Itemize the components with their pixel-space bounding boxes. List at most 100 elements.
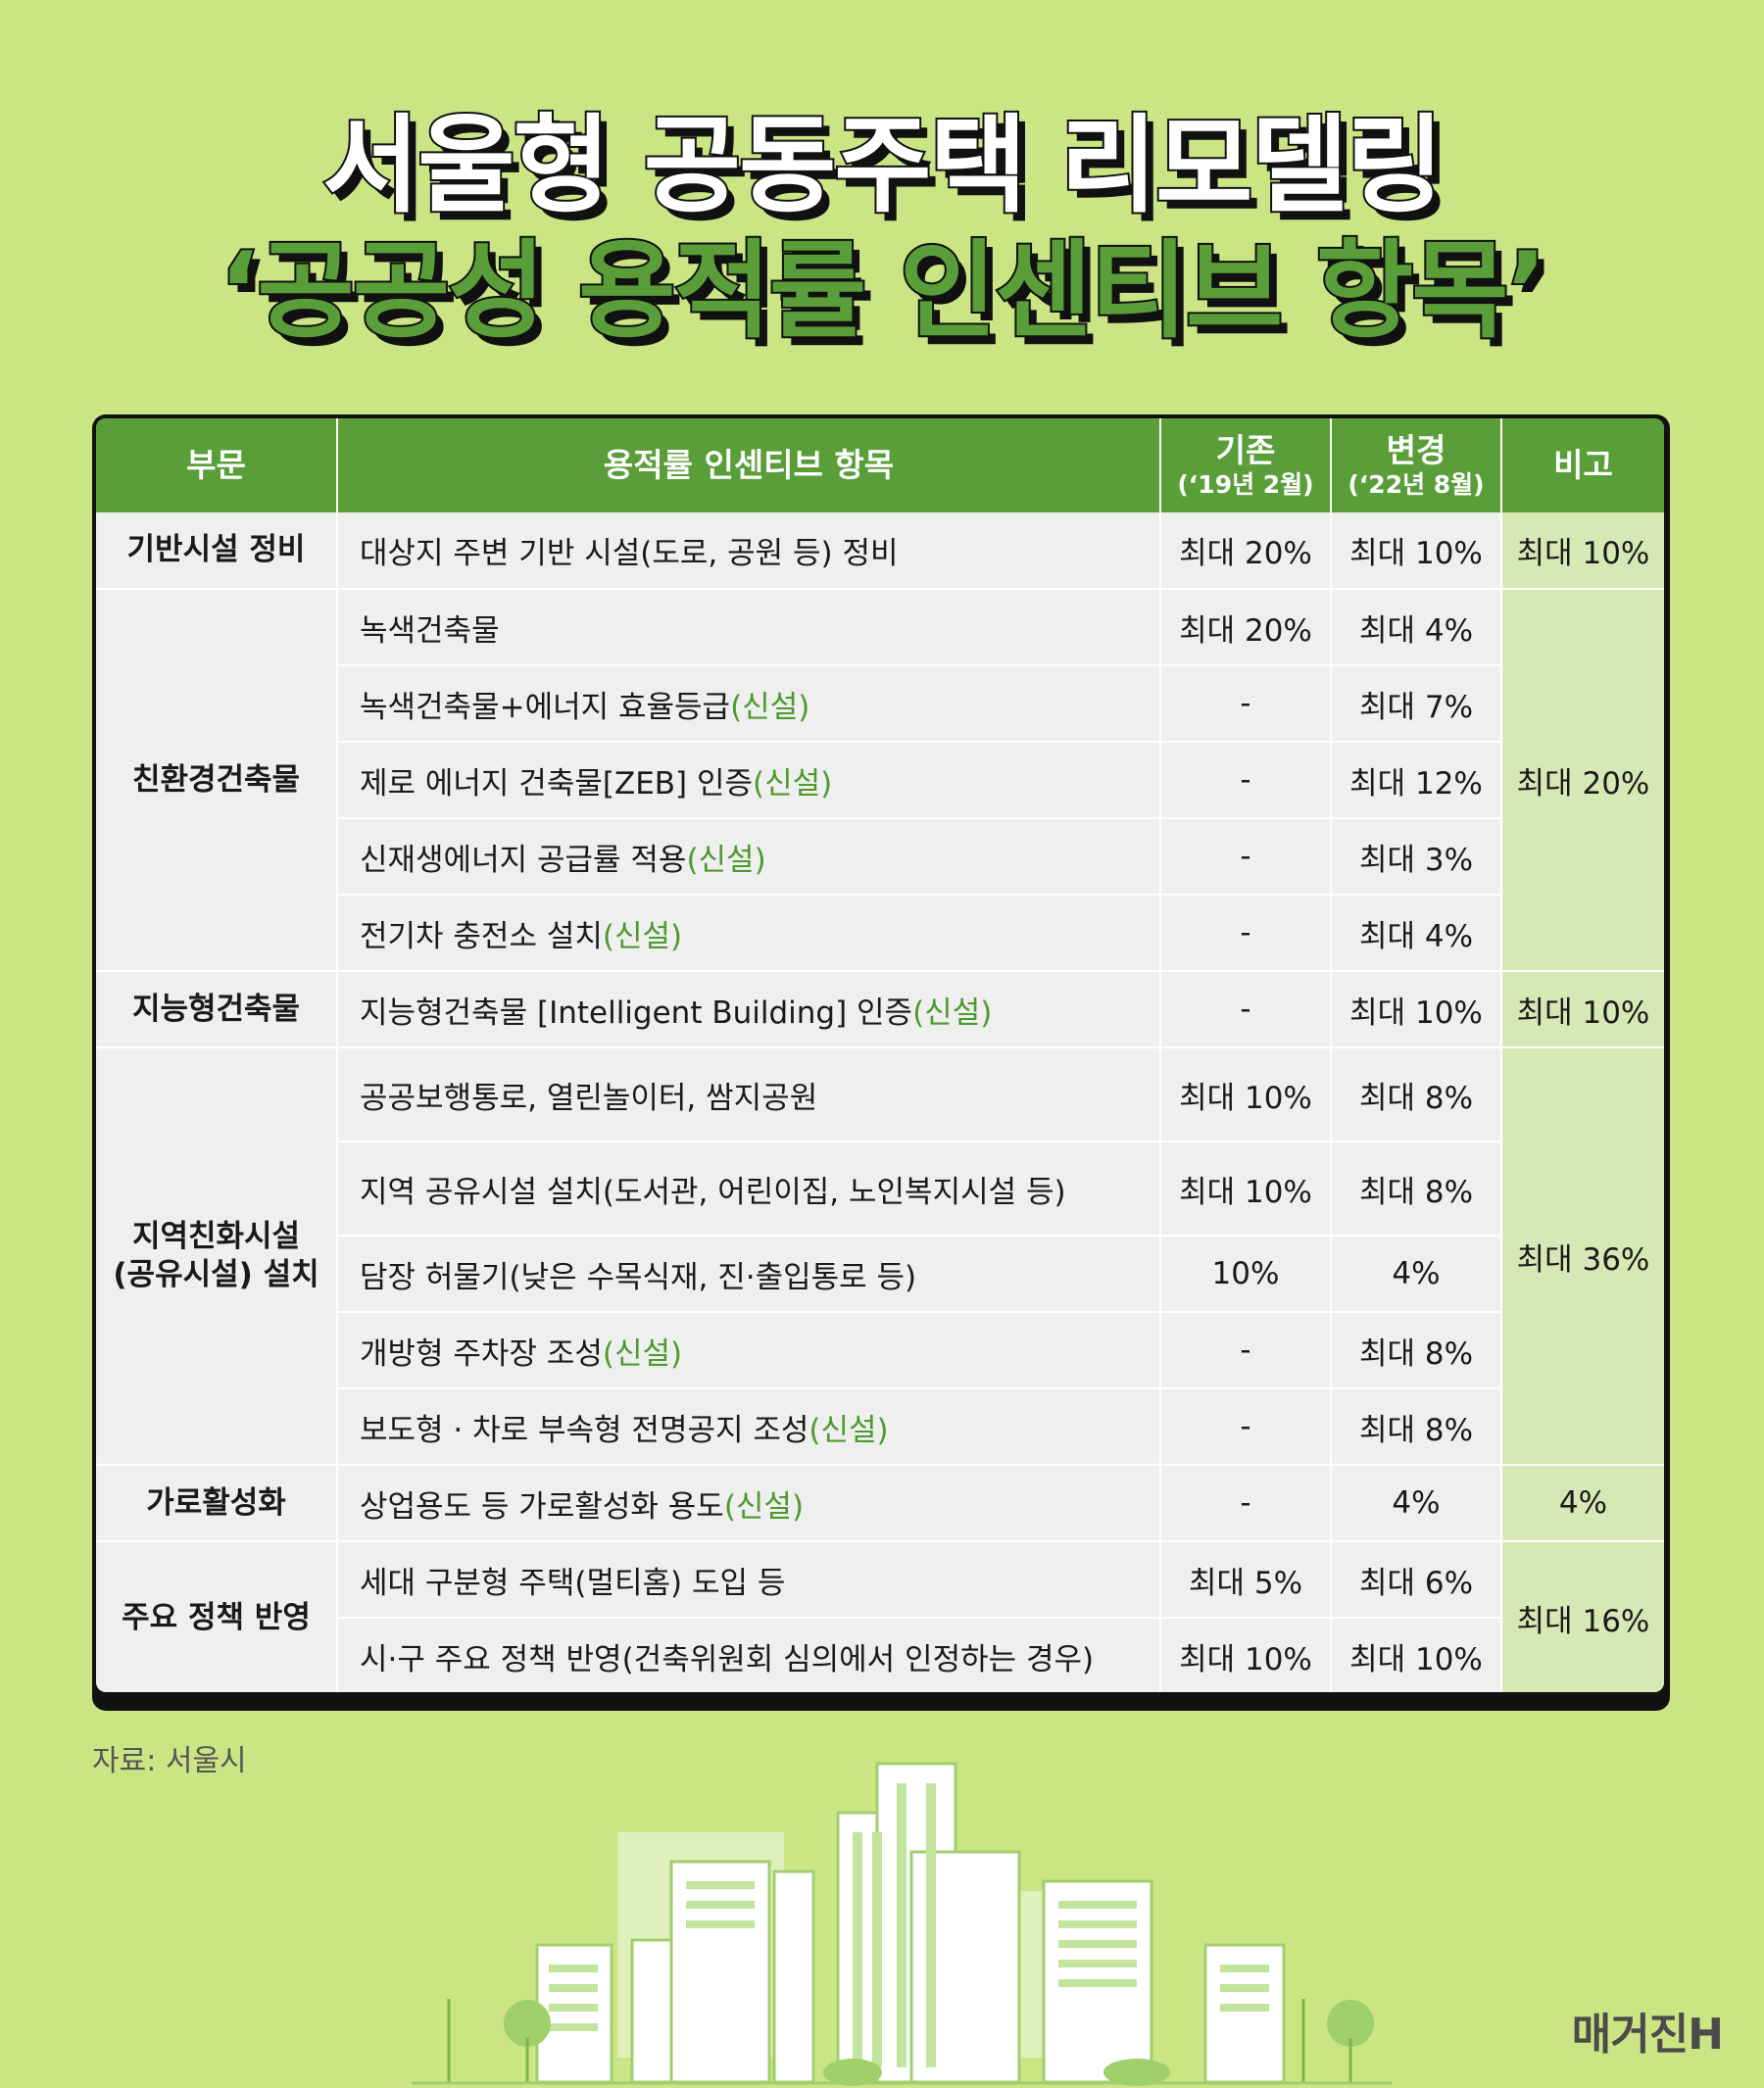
item-cell: 제로 에너지 건축물[ZEB] 인증(신설): [337, 742, 1161, 819]
after-cell: 최대 7%: [1331, 665, 1502, 743]
item-cell: 지능형건축물 [Intelligent Building] 인증(신설): [337, 971, 1161, 1048]
before-cell: 최대 20%: [1160, 512, 1332, 590]
item-text: 공공보행통로, 열린놀이터, 쌈지공원: [360, 1080, 818, 1116]
incentive-table: 부문 용적률 인센티브 항목 기존 (‘19년 2월) 변경 (‘22년 8월) 비…: [96, 418, 1664, 1692]
new-label: (신설): [730, 689, 810, 725]
item-cell: 세대 구분형 주택(멀티홈) 도입 등: [337, 1541, 1161, 1619]
after-cell: 최대 10%: [1331, 971, 1502, 1048]
after-cell: 최대 12%: [1331, 742, 1502, 819]
table-row: 보도형 · 차로 부속형 전명공지 조성(신설) - 최대 8%: [96, 1388, 1664, 1466]
item-text: 보도형 · 차로 부속형 전명공지 조성: [360, 1412, 809, 1448]
header-after: 변경 (‘22년 8월): [1331, 418, 1502, 512]
item-text: 지능형건축물 [Intelligent Building] 인증: [360, 995, 913, 1031]
header-after-label: 변경: [1386, 430, 1446, 469]
before-cell: 최대 5%: [1160, 1541, 1332, 1619]
table-row: 가로활성화 상업용도 등 가로활성화 용도(신설) - 4% 4%: [96, 1465, 1664, 1542]
table-row: 주요 정책 반영 세대 구분형 주택(멀티홈) 도입 등 최대 5% 최대 6%…: [96, 1541, 1664, 1692]
item-text: 담장 허물기(낮은 수목식재, 진·출입통로 등): [360, 1259, 917, 1295]
before-cell: 10%: [1160, 1236, 1332, 1313]
note-cell: 최대 10%: [1501, 512, 1664, 590]
after-cell: 4%: [1331, 1236, 1502, 1313]
item-text: 대상지 주변 기반 시설(도로, 공원 등) 정비: [360, 536, 899, 571]
before-cell: -: [1160, 971, 1332, 1048]
after-cell: 4%: [1331, 1465, 1502, 1542]
table-row: 친환경건축물 녹색건축물 최대 20% 최대 4% 최대 20%: [96, 589, 1664, 972]
source-credit: 자료: 서울시: [92, 1744, 247, 1778]
item-text: 녹색건축물+에너지 효율등급: [360, 689, 731, 725]
new-label: (신설): [602, 1335, 683, 1372]
before-cell: -: [1160, 818, 1332, 896]
after-cell: 최대 8%: [1331, 1312, 1502, 1389]
header-before-sub: (‘19년 2월): [1177, 469, 1314, 499]
before-cell: 최대 10%: [1160, 1618, 1332, 1692]
item-text: 세대 구분형 주택(멀티홈) 도입 등: [360, 1565, 786, 1601]
section-cell: 기반시설 정비: [96, 512, 338, 590]
item-text: 신재생에너지 공급률 적용: [360, 842, 687, 878]
after-cell: 최대 3%: [1331, 818, 1502, 896]
new-label: (신설): [723, 1488, 805, 1525]
table-row: 제로 에너지 건축물[ZEB] 인증(신설) - 최대 12%: [96, 742, 1664, 819]
before-cell: -: [1160, 1465, 1332, 1542]
item-cell: 대상지 주변 기반 시설(도로, 공원 등) 정비: [337, 512, 1161, 590]
new-label: (신설): [808, 1412, 889, 1448]
note-cell: 최대 16%: [1501, 1541, 1664, 1692]
header-after-sub: (‘22년 8월): [1348, 469, 1485, 499]
table-row: 전기차 충전소 설치(신설) - 최대 4%: [96, 895, 1664, 972]
table-row: 시·구 주요 정책 반영(건축위원회 심의에서 인정하는 경우) 최대 10% …: [96, 1618, 1664, 1692]
before-cell: -: [1160, 665, 1332, 743]
header-note: 비고: [1501, 418, 1664, 512]
item-cell: 녹색건축물+에너지 효율등급(신설): [337, 665, 1161, 743]
new-label: (신설): [686, 842, 766, 878]
header-before-label: 기존: [1215, 430, 1276, 469]
header-section: 부문: [96, 418, 338, 512]
item-cell: 공공보행통로, 열린놀이터, 쌈지공원: [337, 1047, 1161, 1142]
table-row: 기반시설 정비 대상지 주변 기반 시설(도로, 공원 등) 정비 최대 20%…: [96, 512, 1664, 590]
city-skyline-illustration: [412, 1762, 1392, 2086]
item-cell: 전기차 충전소 설치(신설): [337, 895, 1161, 972]
note-cell: 최대 10%: [1501, 971, 1664, 1048]
title-line-2: ‘공공성 용적률 인센티브 항목’: [217, 228, 1548, 355]
new-label: (신설): [602, 918, 683, 954]
incentive-table-frame: 부문 용적률 인센티브 항목 기존 (‘19년 2월) 변경 (‘22년 8월) 비…: [92, 414, 1670, 1711]
new-label: (신설): [912, 995, 993, 1031]
item-cell: 개방형 주차장 조성(신설): [337, 1312, 1161, 1389]
after-cell: 최대 6%: [1331, 1541, 1502, 1619]
table-row: 지능형건축물 지능형건축물 [Intelligent Building] 인증(…: [96, 971, 1664, 1048]
item-cell: 지역 공유시설 설치(도서관, 어린이집, 노인복지시설 등): [337, 1141, 1161, 1237]
after-cell: 최대 8%: [1331, 1047, 1502, 1142]
before-cell: -: [1160, 1312, 1332, 1389]
item-cell: 시·구 주요 정책 반영(건축위원회 심의에서 인정하는 경우): [337, 1618, 1161, 1692]
item-cell: 녹색건축물: [337, 589, 1161, 666]
note-cell: 최대 36%: [1501, 1047, 1664, 1466]
section-line-1: 지역친화시설: [131, 1219, 301, 1255]
table-header-row: 부문 용적률 인센티브 항목 기존 (‘19년 2월) 변경 (‘22년 8월) 비…: [96, 418, 1664, 512]
after-cell: 최대 8%: [1331, 1141, 1502, 1237]
item-text: 녹색건축물: [360, 612, 500, 649]
item-cell: 상업용도 등 가로활성화 용도(신설): [337, 1465, 1161, 1542]
item-cell: 신재생에너지 공급률 적용(신설): [337, 818, 1161, 896]
item-text: 상업용도 등 가로활성화 용도: [360, 1488, 724, 1525]
section-line-2: (공유시설) 설치: [113, 1257, 319, 1292]
item-cell: 담장 허물기(낮은 수목식재, 진·출입통로 등): [337, 1236, 1161, 1313]
note-cell: 4%: [1501, 1465, 1664, 1542]
item-text: 제로 에너지 건축물[ZEB] 인증: [360, 765, 754, 801]
before-cell: 최대 10%: [1160, 1141, 1332, 1237]
before-cell: -: [1160, 895, 1332, 972]
table-row: 개방형 주차장 조성(신설) - 최대 8%: [96, 1312, 1664, 1389]
after-cell: 최대 10%: [1331, 1618, 1502, 1692]
item-text: 개방형 주차장 조성: [360, 1335, 603, 1372]
table-row: 지역친화시설 (공유시설) 설치 공공보행통로, 열린놀이터, 쌈지공원 최대 1…: [96, 1047, 1664, 1466]
after-cell: 최대 4%: [1331, 589, 1502, 666]
after-cell: 최대 8%: [1331, 1388, 1502, 1466]
section-cell: 지역친화시설 (공유시설) 설치: [96, 1047, 338, 1466]
item-text: 전기차 충전소 설치: [360, 918, 603, 954]
before-cell: -: [1160, 1388, 1332, 1466]
after-cell: 최대 10%: [1331, 512, 1502, 590]
new-label: (신설): [753, 765, 833, 801]
incentive-table-container: 부문 용적률 인센티브 항목 기존 (‘19년 2월) 변경 (‘22년 8월) 비…: [96, 418, 1664, 1692]
item-text: 시·구 주요 정책 반영(건축위원회 심의에서 인정하는 경우): [360, 1641, 1095, 1677]
table-row: 담장 허물기(낮은 수목식재, 진·출입통로 등) 10% 4%: [96, 1236, 1664, 1313]
header-item: 용적률 인센티브 항목: [337, 418, 1161, 512]
before-cell: 최대 20%: [1160, 589, 1332, 666]
section-cell: 주요 정책 반영: [96, 1541, 338, 1692]
